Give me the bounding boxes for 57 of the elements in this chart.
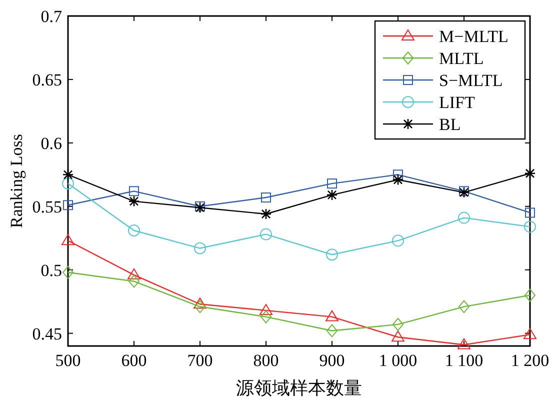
point	[62, 266, 74, 279]
point	[392, 330, 404, 342]
x-tick-label: 1 000	[378, 351, 418, 370]
point	[458, 300, 470, 314]
point	[194, 300, 206, 314]
point	[524, 328, 536, 340]
point	[129, 186, 139, 196]
point	[62, 178, 74, 190]
y-tick-label: 0.6	[40, 134, 62, 153]
point	[392, 234, 404, 247]
point	[62, 234, 74, 246]
point	[525, 208, 535, 218]
x-tick-label: 1 200	[510, 351, 550, 370]
point	[326, 310, 338, 322]
y-axis-title: Ranking Loss	[7, 134, 26, 228]
point	[458, 338, 470, 350]
point	[260, 310, 272, 324]
legend-label: M−MLTL	[439, 27, 508, 46]
point	[524, 168, 536, 180]
y-tick-label: 0.55	[32, 197, 62, 216]
point	[524, 220, 536, 233]
point	[326, 324, 338, 338]
y-tick-label: 0.5	[40, 260, 62, 280]
point	[260, 228, 272, 240]
point	[524, 288, 536, 302]
point	[326, 189, 338, 201]
point	[62, 169, 74, 180]
point	[63, 200, 73, 210]
x-axis-title: 源领域样本数量	[236, 378, 362, 398]
x-tick-label: 500	[55, 351, 81, 370]
legend-label: LIFT	[439, 93, 476, 112]
legend-label: BL	[439, 115, 461, 134]
point	[260, 304, 272, 315]
point	[194, 298, 206, 309]
point	[194, 242, 206, 254]
point	[260, 208, 272, 220]
point	[128, 224, 140, 236]
point	[458, 212, 470, 224]
point	[393, 170, 403, 180]
point	[261, 192, 271, 202]
x-tick-label: 1 100	[444, 351, 484, 370]
x-tick-label: 900	[319, 351, 345, 370]
point	[128, 274, 140, 288]
point	[327, 178, 337, 189]
legend-label: S−MLTL	[439, 71, 503, 90]
point	[128, 268, 140, 280]
x-tick-label: 600	[121, 351, 147, 370]
x-tick-label: 700	[187, 351, 213, 370]
legend-label: MLTL	[439, 49, 484, 68]
y-tick-label: 0.65	[32, 70, 62, 90]
point	[326, 248, 338, 261]
point	[392, 318, 404, 331]
y-tick-label: 0.45	[32, 324, 62, 344]
x-tick-label: 800	[253, 351, 279, 370]
y-tick-label: 0.7	[40, 7, 62, 26]
point	[392, 174, 404, 186]
point	[128, 196, 140, 207]
